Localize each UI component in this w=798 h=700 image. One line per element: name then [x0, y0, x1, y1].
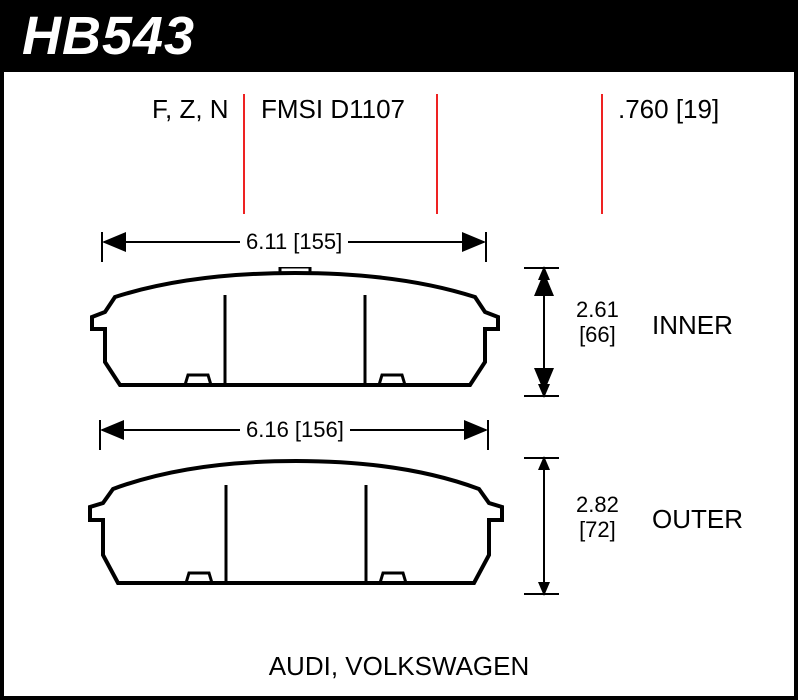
- redline-1: [243, 94, 245, 214]
- redline-3: [601, 94, 603, 214]
- inner-label: INNER: [652, 310, 733, 341]
- compounds-text: F, Z, N: [152, 94, 229, 125]
- outer-height-mm: [72]: [579, 517, 616, 542]
- inner-height-label: 2.61 [66]: [576, 297, 619, 348]
- footer-makes: AUDI, VOLKSWAGEN: [4, 651, 794, 682]
- thickness-text: .760 [19]: [618, 94, 719, 125]
- outer-height-dim: [524, 450, 564, 600]
- spec-row: F, Z, N FMSI D1107 .760 [19]: [4, 94, 794, 124]
- inner-height-dim: [524, 260, 564, 405]
- outer-label: OUTER: [652, 504, 743, 535]
- outer-pad-shape: [88, 455, 504, 595]
- outer-height-val: 2.82: [576, 492, 619, 517]
- header-bar: HB543: [0, 0, 798, 72]
- inner-height-mm: [66]: [579, 322, 616, 347]
- redline-2: [436, 94, 438, 214]
- inner-width-label: 6.11 [155]: [240, 229, 348, 255]
- outer-width-label: 6.16 [156]: [240, 417, 350, 443]
- part-number: HB543: [22, 5, 195, 67]
- fmsi-text: FMSI D1107: [261, 94, 405, 125]
- inner-height-val: 2.61: [576, 297, 619, 322]
- inner-pad-shape: [90, 267, 500, 397]
- outer-height-label: 2.82 [72]: [576, 492, 619, 543]
- diagram-content: F, Z, N FMSI D1107 .760 [19] 6.11 [155]: [0, 72, 798, 700]
